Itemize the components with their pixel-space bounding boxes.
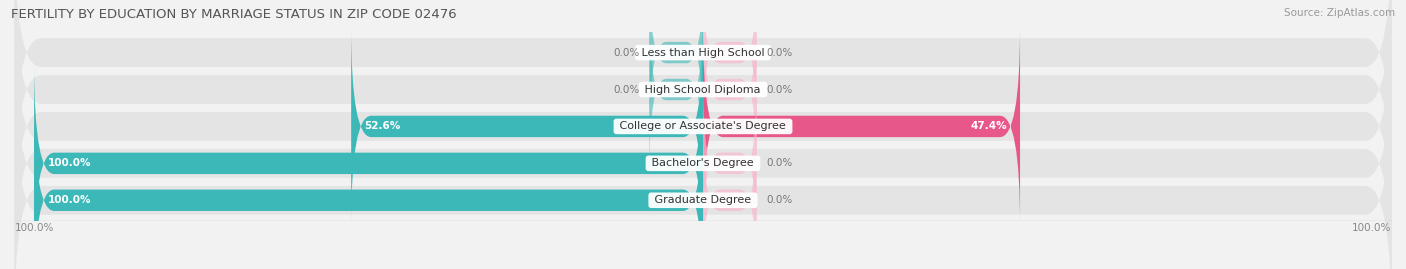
FancyBboxPatch shape — [14, 0, 1392, 186]
Text: Graduate Degree: Graduate Degree — [651, 195, 755, 205]
FancyBboxPatch shape — [34, 100, 703, 269]
Text: 0.0%: 0.0% — [613, 48, 640, 58]
FancyBboxPatch shape — [703, 0, 756, 134]
FancyBboxPatch shape — [34, 63, 703, 263]
Text: 0.0%: 0.0% — [766, 195, 793, 205]
Text: 0.0%: 0.0% — [766, 158, 793, 168]
FancyBboxPatch shape — [14, 30, 1392, 269]
Text: Source: ZipAtlas.com: Source: ZipAtlas.com — [1284, 8, 1395, 18]
FancyBboxPatch shape — [703, 8, 756, 171]
Text: 52.6%: 52.6% — [364, 121, 401, 132]
FancyBboxPatch shape — [703, 26, 1019, 226]
Text: College or Associate's Degree: College or Associate's Degree — [616, 121, 790, 132]
FancyBboxPatch shape — [703, 82, 756, 245]
FancyBboxPatch shape — [650, 0, 703, 134]
FancyBboxPatch shape — [650, 8, 703, 171]
Text: 100.0%: 100.0% — [48, 158, 91, 168]
Text: High School Diploma: High School Diploma — [641, 84, 765, 94]
FancyBboxPatch shape — [703, 119, 756, 269]
Text: 47.4%: 47.4% — [970, 121, 1007, 132]
Text: 0.0%: 0.0% — [613, 84, 640, 94]
Text: Less than High School: Less than High School — [638, 48, 768, 58]
Text: FERTILITY BY EDUCATION BY MARRIAGE STATUS IN ZIP CODE 02476: FERTILITY BY EDUCATION BY MARRIAGE STATU… — [11, 8, 457, 21]
FancyBboxPatch shape — [14, 0, 1392, 260]
Text: Bachelor's Degree: Bachelor's Degree — [648, 158, 758, 168]
FancyBboxPatch shape — [14, 0, 1392, 223]
FancyBboxPatch shape — [352, 26, 703, 226]
Text: 100.0%: 100.0% — [48, 195, 91, 205]
FancyBboxPatch shape — [14, 67, 1392, 269]
Text: 0.0%: 0.0% — [766, 48, 793, 58]
Text: 0.0%: 0.0% — [766, 84, 793, 94]
